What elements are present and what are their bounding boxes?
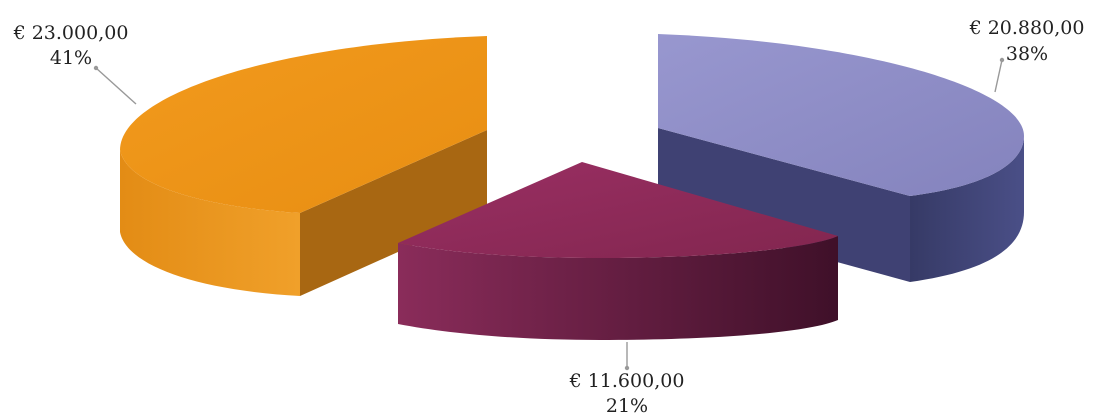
leader-dot-orange (93, 65, 99, 71)
slice-orange-cut (300, 130, 487, 296)
slice-maroon (398, 162, 838, 340)
data-label-maroon-value: € 11.600,00 (569, 370, 685, 392)
leader-dot-blue (999, 57, 1005, 63)
leader-line-blue (994, 59, 1003, 93)
slice-blue (658, 34, 1024, 282)
data-label-maroon-percent: 21% (606, 395, 648, 417)
leader-dot-maroon (624, 365, 630, 371)
data-label-blue-value: € 20.880,00 (969, 17, 1085, 39)
slice-blue-top (658, 34, 1024, 196)
data-label-orange-percent: 41% (50, 47, 92, 69)
slice-orange-top (120, 36, 487, 213)
data-label-orange-value: € 23.000,00 (13, 22, 129, 44)
slice-maroon-side (398, 236, 838, 340)
data-label-blue-percent: 38% (1006, 43, 1048, 65)
leader-line-orange (95, 67, 137, 105)
slice-orange (120, 36, 487, 296)
slice-blue-side (910, 136, 1024, 282)
slice-blue-cut (658, 128, 910, 282)
slice-orange-side (120, 150, 300, 296)
slice-maroon-top (398, 162, 838, 258)
